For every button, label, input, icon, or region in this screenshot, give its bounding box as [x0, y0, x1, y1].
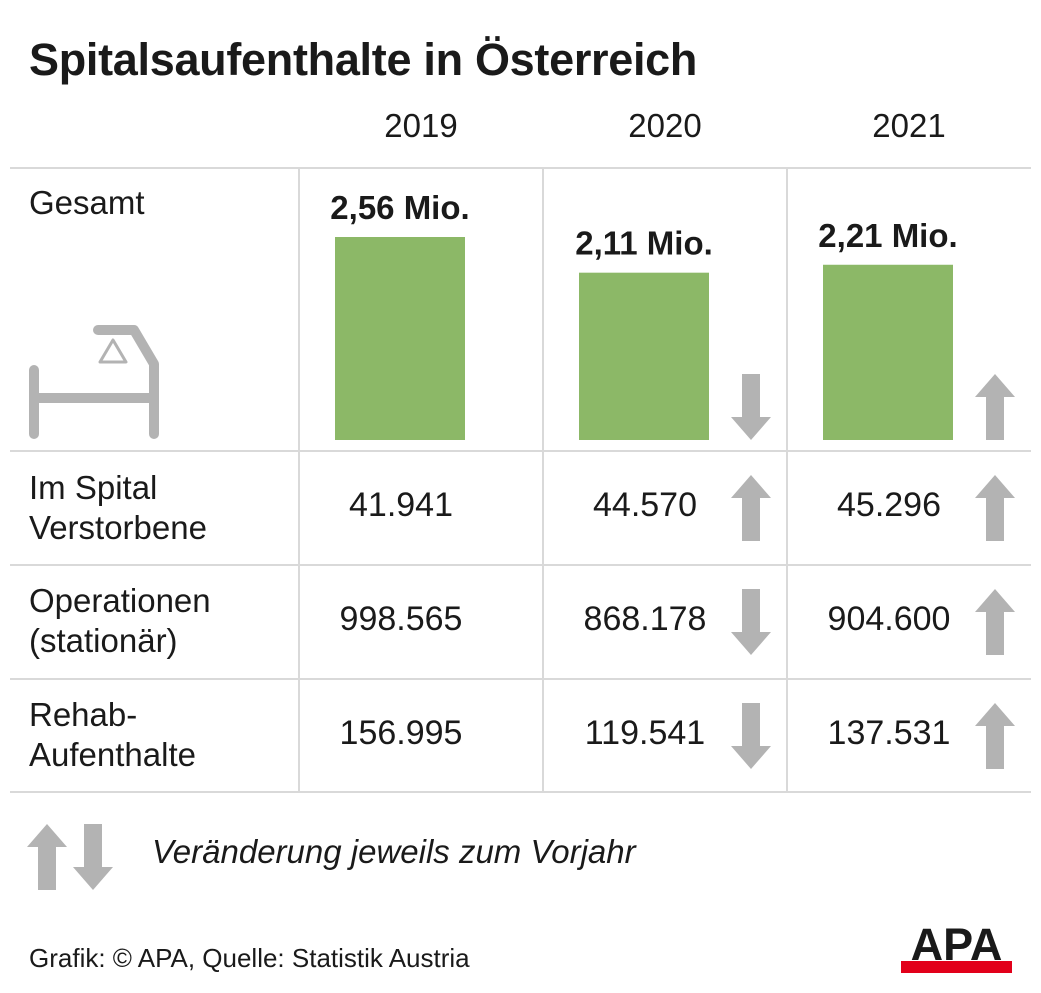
bar-value-label-2019: 2,56 Mio. [330, 189, 469, 226]
row-label-rehab: Rehab- Aufenthalte [29, 695, 196, 775]
table-divider [10, 167, 1031, 169]
cell-value: 119.541 [584, 714, 706, 752]
year-header-2021: 2021 [872, 107, 946, 144]
column-divider [542, 168, 544, 792]
arrow-up-icon [975, 475, 1015, 541]
cell-value: 44.570 [593, 486, 697, 524]
table-divider [10, 678, 1031, 680]
apa-logo: APA [901, 925, 1012, 973]
cell-value: 137.531 [827, 714, 951, 752]
year-header-2020: 2020 [628, 107, 702, 144]
cell-value: 904.600 [827, 600, 951, 638]
arrow-down-icon [731, 374, 771, 440]
cell-value: 868.178 [583, 600, 707, 638]
hospital-bed-icon [29, 325, 159, 439]
row-label-line: Rehab- [29, 696, 138, 733]
legend-text: Veränderung jeweils zum Vorjahr [152, 833, 636, 870]
table-divider [10, 791, 1031, 793]
logo-text: APA [911, 925, 1003, 970]
column-divider [298, 168, 300, 792]
cell-value: 998.565 [339, 600, 463, 638]
bar-2019 [335, 237, 465, 440]
arrow-down-icon [73, 824, 113, 890]
legend-arrows-icon [27, 824, 113, 890]
arrow-up-icon [975, 374, 1015, 440]
row-label-line: Operationen [29, 582, 211, 619]
arrow-up-icon [975, 589, 1015, 655]
arrow-down-icon [731, 589, 771, 655]
row-label-operationen: Operationen (stationär) [29, 581, 211, 661]
bar-value-label-2020: 2,11 Mio. [575, 225, 713, 262]
arrow-down-icon [731, 703, 771, 769]
cell-value: 156.995 [339, 714, 463, 752]
bar-value-label-2021: 2,21 Mio. [818, 217, 957, 254]
logo-red-bar [901, 961, 1012, 973]
row-label-verstorbene: Im Spital Verstorbene [29, 468, 207, 548]
column-divider [786, 168, 788, 792]
arrow-up-icon [731, 475, 771, 541]
bar-2021 [823, 264, 953, 440]
arrow-up-icon [27, 824, 67, 890]
arrow-up-icon [975, 703, 1015, 769]
row-label-gesamt: Gesamt [29, 184, 145, 221]
row-label-line: (stationär) [29, 622, 178, 659]
row-label-line: Im Spital [29, 469, 158, 506]
chart-title: Spitalsaufenthalte in Österreich [29, 34, 698, 85]
row-label-line: Aufenthalte [29, 736, 196, 773]
cell-value: 41.941 [349, 486, 453, 524]
gesamt-bar-chart: 2,56 Mio. 2,11 Mio. 2,21 Mio. [330, 189, 1015, 440]
row-label-line: Verstorbene [29, 509, 207, 546]
cell-value: 45.296 [837, 486, 941, 524]
table-divider [10, 564, 1031, 566]
bar-2020 [579, 272, 709, 440]
table-divider [10, 450, 1031, 452]
source-footer: Grafik: © APA, Quelle: Statistik Austria [29, 943, 470, 973]
year-header-2019: 2019 [384, 107, 458, 144]
